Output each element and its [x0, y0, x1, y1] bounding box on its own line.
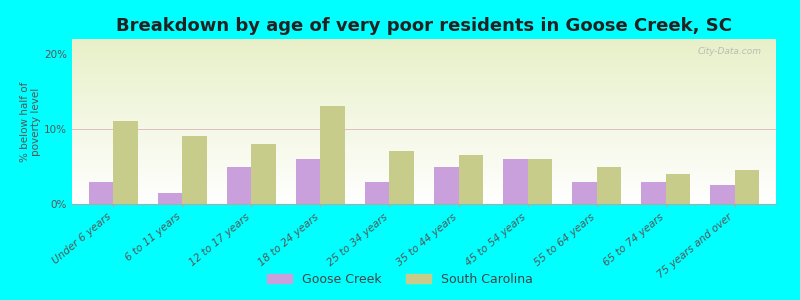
Bar	[227, 167, 251, 204]
Y-axis label: % below half of
poverty level: % below half of poverty level	[20, 81, 42, 162]
Bar	[434, 167, 458, 204]
Bar	[90, 182, 114, 204]
Bar	[251, 144, 276, 204]
Bar	[458, 155, 482, 204]
Bar	[527, 159, 552, 204]
Bar	[296, 159, 321, 204]
Bar	[114, 122, 138, 204]
Bar	[366, 182, 390, 204]
Bar	[734, 170, 758, 204]
Bar	[182, 136, 206, 204]
Bar	[503, 159, 527, 204]
Bar	[572, 182, 597, 204]
Bar	[597, 167, 621, 204]
Bar	[158, 193, 182, 204]
Title: Breakdown by age of very poor residents in Goose Creek, SC: Breakdown by age of very poor residents …	[116, 17, 732, 35]
Legend: Goose Creek, South Carolina: Goose Creek, South Carolina	[262, 268, 538, 291]
Bar	[321, 106, 345, 204]
Bar	[642, 182, 666, 204]
Bar	[390, 152, 414, 204]
Bar	[666, 174, 690, 204]
Bar	[710, 185, 734, 204]
Text: City-Data.com: City-Data.com	[698, 47, 762, 56]
